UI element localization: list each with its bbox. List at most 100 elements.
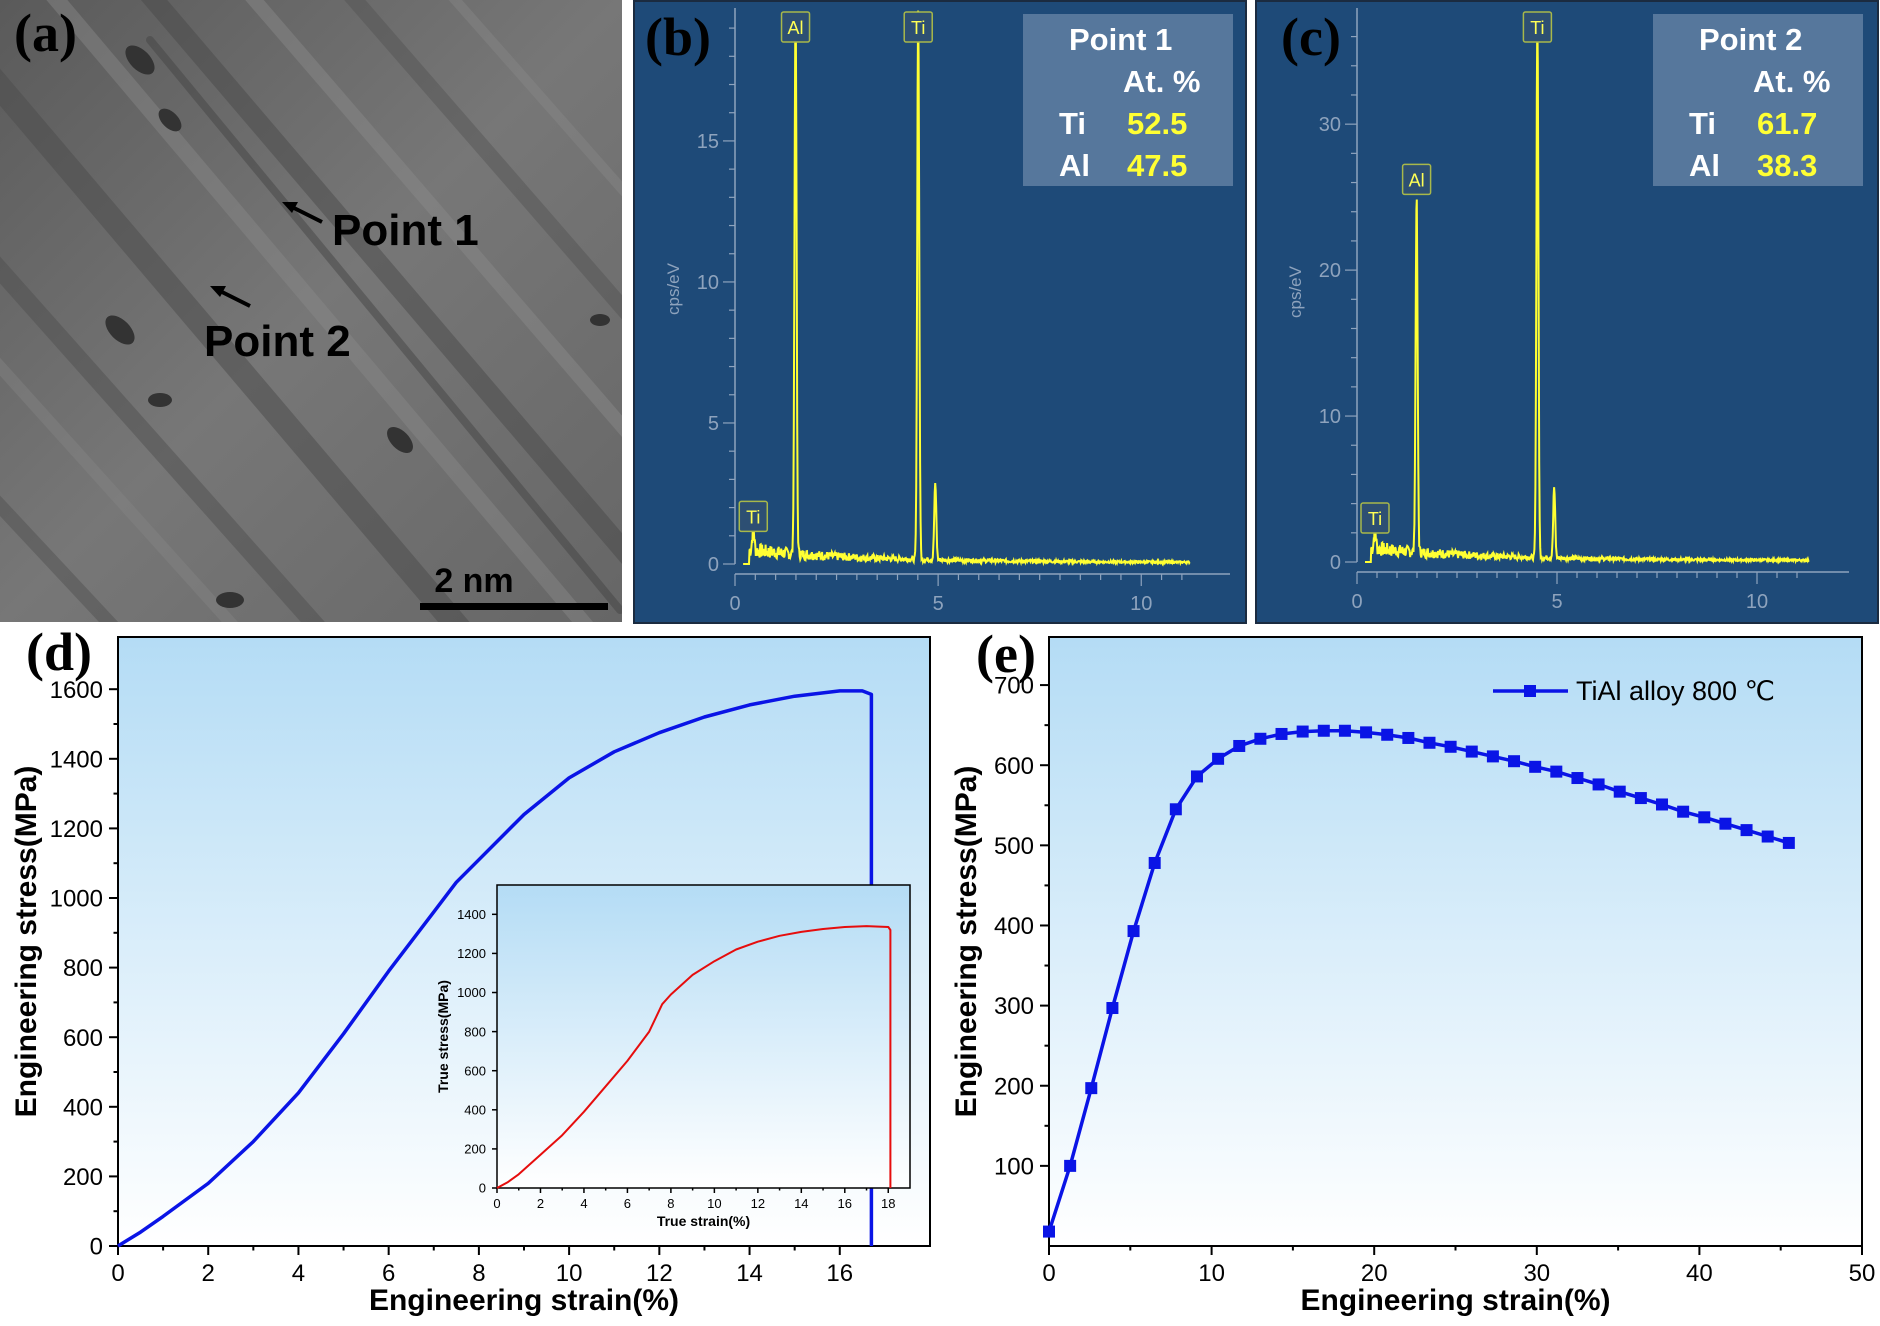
- point1-label: Point 1: [332, 206, 479, 255]
- main-x-axis-label: Engineering strain(%): [369, 1284, 679, 1317]
- main-x-tick-label: 0: [1042, 1260, 1055, 1287]
- composition-box-b: Point 1 At. % Ti 52.5 Al 47.5: [1023, 14, 1233, 186]
- peak-label-box: [1360, 502, 1390, 534]
- stress-strain-panel-e: 0 10 20 30 40 50 100 200 300 400 500 600 700 Engineer…: [948, 624, 1880, 1321]
- main-plot-area: [1048, 636, 1863, 1247]
- main-data-point: [1381, 728, 1394, 741]
- x-tick-label: 0: [1351, 591, 1362, 613]
- sem-image-panel: Point 1 Point 2 2 nm (a): [0, 0, 622, 622]
- main-data-point: [1529, 760, 1542, 773]
- scale-bar: [420, 603, 608, 610]
- main-data-point: [1571, 772, 1584, 785]
- peak-label-ti: Ti: [911, 18, 925, 38]
- main-x-tick-label: 30: [1523, 1260, 1550, 1287]
- eds-chart-c: 0 10 20 30 0 5 10 cps/eV Ti Al Ti: [1286, 8, 1849, 613]
- chart-d: 0 2 4 6 8 10 12 14 16020040060080010001200140016…: [10, 636, 931, 1317]
- box-title-c: Point 2: [1699, 22, 1803, 57]
- ti-value-c: 61.7: [1757, 106, 1818, 141]
- main-data-point: [1338, 724, 1351, 737]
- eds-chart-b: 0 5 10 15 0 5 10 cps/eV Ti Al Ti: [664, 8, 1230, 615]
- legend-label: TiAl alloy 800 ℃: [1576, 676, 1775, 706]
- main-y-tick-label: 500: [994, 833, 1034, 860]
- peak-label-box: [780, 11, 811, 43]
- peak-label-box: [903, 11, 933, 43]
- y-tick-label: 0: [1330, 552, 1341, 574]
- main-y-tick-label: 1200: [50, 816, 103, 843]
- main-data-point: [1761, 830, 1774, 843]
- main-data-point: [1212, 752, 1225, 765]
- main-data-point: [1698, 811, 1711, 824]
- sem-streaks: [0, 0, 622, 622]
- inset-x-tick-label: 4: [580, 1196, 587, 1211]
- main-data-point: [1254, 732, 1267, 745]
- main-x-axis-label: Engineering strain(%): [1300, 1284, 1610, 1317]
- y-axis-label: cps/eV: [664, 262, 683, 315]
- main-y-tick-label: 800: [63, 955, 103, 982]
- main-y-tick-label: 400: [63, 1094, 103, 1121]
- inset-x-tick-label: 18: [881, 1196, 895, 1211]
- main-x-tick-label: 6: [382, 1260, 395, 1287]
- main-data-point: [1106, 1002, 1119, 1015]
- main-y-tick-label: 400: [994, 913, 1034, 940]
- main-y-tick-label: 300: [994, 993, 1034, 1020]
- peak-label-ti: Ti: [1368, 509, 1382, 529]
- peak-label-ti: Ti: [746, 507, 760, 527]
- main-data-point: [1423, 736, 1436, 749]
- main-y-tick-label: 1000: [50, 886, 103, 913]
- sem-pits: [105, 45, 610, 608]
- panel-letter-d: (d): [26, 622, 92, 682]
- ti-value-b: 52.5: [1127, 106, 1188, 141]
- point2-label: Point 2: [204, 317, 351, 366]
- inset-x-tick-label: 14: [794, 1196, 808, 1211]
- al-value-c: 38.3: [1757, 148, 1818, 183]
- al-label-c: Al: [1689, 148, 1720, 183]
- main-data-point: [1613, 785, 1626, 798]
- y-tick-label: 30: [1319, 114, 1341, 136]
- x-tick-label: 10: [1746, 591, 1768, 613]
- main-x-tick-label: 2: [202, 1260, 215, 1287]
- inset-y-axis-label: True stress(MPa): [435, 980, 451, 1093]
- main-x-tick-label: 20: [1361, 1260, 1388, 1287]
- inset-y-tick-label: 200: [464, 1142, 486, 1157]
- inset-x-tick-label: 0: [493, 1196, 500, 1211]
- inset-x-tick-label: 16: [838, 1196, 852, 1211]
- legend-marker: [1524, 685, 1536, 697]
- main-data-point: [1233, 739, 1246, 752]
- main-data-point: [1677, 805, 1690, 818]
- inset-y-tick-label: 1400: [457, 907, 486, 922]
- main-x-tick-label: 4: [292, 1260, 305, 1287]
- main-data-point: [1275, 727, 1288, 740]
- inset-plot-area: [496, 884, 911, 1189]
- inset-y-tick-label: 0: [479, 1181, 486, 1196]
- chart-e: 0 10 20 30 40 50 100 200 300 400 500 600 700 Engineer…: [950, 636, 1875, 1317]
- al-label-b: Al: [1059, 148, 1090, 183]
- panel-letter-a: (a): [14, 3, 77, 63]
- eds-panel-b: 0 5 10 15 0 5 10 cps/eV Ti Al Ti (b) Point 1 At. %…: [633, 0, 1247, 624]
- x-tick-label: 5: [933, 593, 944, 615]
- panel-letter-e: (e): [976, 624, 1036, 684]
- inset-y-tick-label: 600: [464, 1063, 486, 1078]
- main-y-tick-label: 200: [63, 1164, 103, 1191]
- main-x-tick-label: 12: [646, 1260, 673, 1287]
- peak-label-box: [1522, 11, 1553, 43]
- main-data-point: [1360, 726, 1373, 739]
- inset-y-tick-label: 400: [464, 1102, 486, 1117]
- main-data-point: [1085, 1082, 1098, 1095]
- main-x-tick-label: 0: [111, 1260, 124, 1287]
- y-tick-label: 10: [1319, 406, 1341, 428]
- y-tick-label: 10: [697, 272, 719, 294]
- x-tick-label: 0: [729, 593, 740, 615]
- main-x-tick-label: 10: [556, 1260, 583, 1287]
- main-data-point: [1402, 731, 1415, 744]
- main-data-point: [1296, 725, 1309, 738]
- inset-x-axis-label: True strain(%): [657, 1213, 750, 1229]
- main-data-point: [1740, 824, 1753, 837]
- main-data-point: [1127, 925, 1140, 938]
- inset-y-tick-label: 1200: [457, 946, 486, 961]
- inset-x-tick-label: 6: [624, 1196, 631, 1211]
- point2-arrow: [217, 288, 251, 308]
- inset-x-tick-label: 2: [537, 1196, 544, 1211]
- main-data-point: [1169, 803, 1182, 816]
- main-x-tick-label: 8: [472, 1260, 485, 1287]
- x-tick-label: 10: [1130, 593, 1152, 615]
